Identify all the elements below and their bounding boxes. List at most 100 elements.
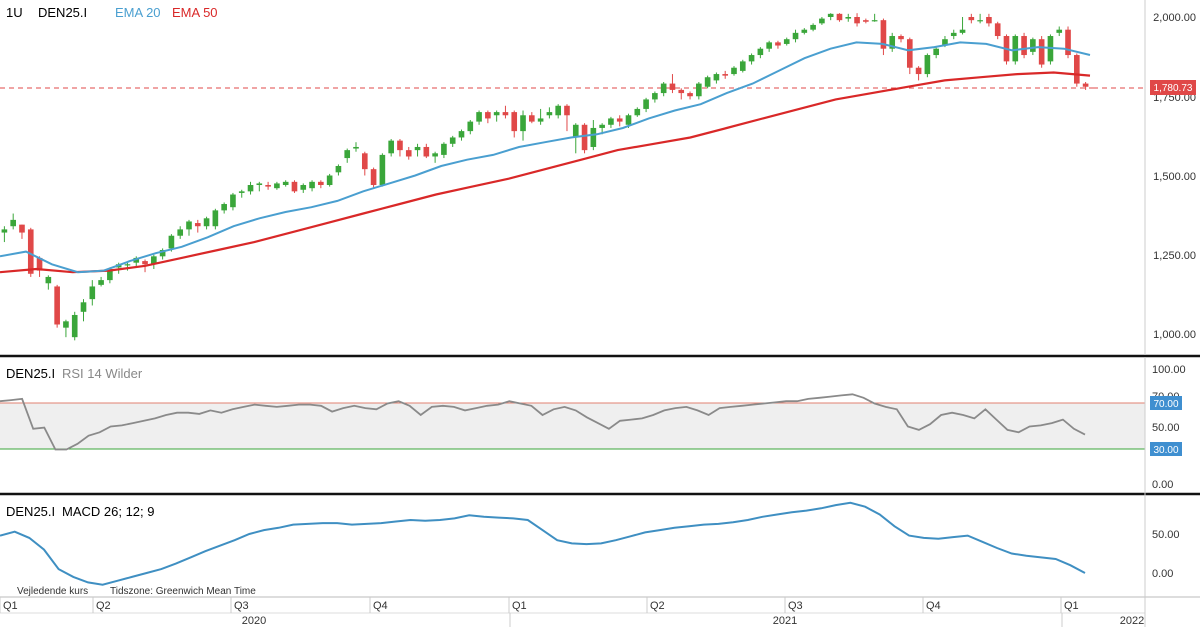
candle-up[interactable] (845, 17, 852, 19)
candle-up[interactable] (1056, 29, 1063, 33)
candle-up[interactable] (326, 175, 333, 186)
candle-down[interactable] (581, 124, 588, 151)
candle-up[interactable] (124, 264, 131, 266)
candle-down[interactable] (678, 89, 685, 94)
candle-up[interactable] (977, 20, 983, 22)
candle-up[interactable] (203, 218, 210, 227)
candle-up[interactable] (819, 18, 825, 24)
candle-up[interactable] (458, 131, 465, 138)
candle-up[interactable] (1, 229, 8, 233)
candle-down[interactable] (19, 224, 25, 233)
candle-down[interactable] (1038, 39, 1045, 65)
candle-down[interactable] (1021, 36, 1027, 56)
candle-up[interactable] (441, 143, 447, 155)
candle-up[interactable] (959, 29, 966, 33)
candle-up[interactable] (792, 32, 799, 40)
candle-down[interactable] (906, 39, 913, 68)
candle-up[interactable] (652, 93, 658, 100)
candle-down[interactable] (968, 17, 975, 21)
candle-up[interactable] (238, 191, 245, 193)
candle-up[interactable] (739, 61, 746, 71)
candle-down[interactable] (1065, 29, 1071, 56)
candle-down[interactable] (318, 181, 324, 186)
candle-up[interactable] (493, 112, 500, 116)
candle-down[interactable] (564, 105, 570, 116)
candle-up[interactable] (520, 115, 526, 132)
candle-up[interactable] (71, 314, 78, 338)
rsi-panel[interactable]: DEN25.I RSI 14 Wilder 100.00 50.00 0.00 … (0, 364, 1186, 491)
candle-down[interactable] (669, 83, 676, 90)
candle-up[interactable] (599, 124, 605, 128)
candle-down[interactable] (397, 140, 403, 151)
ema50-legend[interactable]: EMA 50 (172, 5, 218, 20)
candle-up[interactable] (212, 210, 219, 227)
candle-up[interactable] (950, 32, 957, 37)
candle-up[interactable] (1012, 36, 1019, 62)
candle-down[interactable] (1082, 83, 1089, 87)
candle-up[interactable] (247, 185, 254, 192)
candle-up[interactable] (414, 146, 421, 151)
candle-up[interactable] (133, 257, 140, 263)
candle-up[interactable] (151, 256, 157, 265)
candle-up[interactable] (757, 48, 764, 56)
candle-down[interactable] (361, 153, 368, 170)
candle-up[interactable] (10, 219, 16, 227)
candle-down[interactable] (687, 93, 693, 97)
candle-up[interactable] (537, 118, 544, 122)
candle-up[interactable] (335, 165, 342, 173)
candle-up[interactable] (63, 321, 69, 328)
candle-up[interactable] (159, 249, 166, 257)
candle-up[interactable] (45, 276, 52, 284)
candle-up[interactable] (590, 127, 597, 147)
candle-up[interactable] (555, 105, 561, 116)
candle-up[interactable] (572, 124, 579, 138)
candle-up[interactable] (300, 185, 307, 190)
candle-up[interactable] (608, 118, 614, 125)
candle-up[interactable] (748, 55, 755, 62)
candle-up[interactable] (1030, 39, 1036, 52)
candle-down[interactable] (986, 17, 992, 24)
candle-up[interactable] (230, 194, 236, 208)
candle-up[interactable] (766, 42, 772, 49)
candle-up[interactable] (89, 286, 96, 300)
candle-up[interactable] (282, 181, 289, 186)
candle-up[interactable] (476, 112, 482, 122)
candle-down[interactable] (854, 17, 860, 24)
candle-down[interactable] (915, 67, 922, 75)
candle-up[interactable] (731, 67, 737, 75)
candle-up[interactable] (309, 181, 315, 189)
candle-up[interactable] (871, 20, 878, 22)
candle-up[interactable] (827, 13, 834, 17)
candle-up[interactable] (933, 48, 939, 56)
candle-down[interactable] (1074, 55, 1080, 84)
candle-down[interactable] (502, 112, 509, 116)
candle-up[interactable] (889, 36, 896, 49)
candle-up[interactable] (107, 269, 113, 281)
candle-up[interactable] (634, 108, 641, 116)
candle-down[interactable] (142, 261, 148, 265)
candle-down[interactable] (36, 257, 43, 271)
candle-up[interactable] (98, 280, 104, 285)
candle-up[interactable] (546, 112, 553, 116)
candle-up[interactable] (942, 39, 948, 46)
candle-down[interactable] (265, 185, 271, 187)
candle-up[interactable] (274, 183, 280, 189)
candle-up[interactable] (256, 183, 263, 186)
candle-down[interactable] (994, 23, 1001, 37)
candle-up[interactable] (432, 153, 438, 157)
candle-up[interactable] (388, 140, 394, 154)
interval-label[interactable]: 1U (6, 5, 23, 20)
candle-up[interactable] (783, 39, 790, 44)
candle-up[interactable] (449, 137, 456, 144)
candle-down[interactable] (616, 118, 623, 122)
candle-down[interactable] (511, 112, 518, 132)
candle-up[interactable] (467, 121, 474, 132)
candle-up[interactable] (221, 204, 227, 211)
candle-up[interactable] (704, 77, 711, 87)
candle-down[interactable] (880, 20, 887, 49)
ema20-legend[interactable]: EMA 20 (115, 5, 161, 20)
candle-up[interactable] (713, 74, 720, 81)
candle-up[interactable] (379, 154, 386, 186)
